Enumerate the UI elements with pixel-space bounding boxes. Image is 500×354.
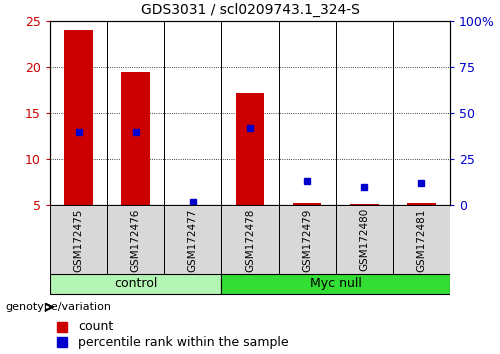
- Text: genotype/variation: genotype/variation: [5, 302, 111, 312]
- Text: GSM172479: GSM172479: [302, 208, 312, 272]
- Bar: [407, 204, 436, 205]
- Bar: [122, 72, 150, 205]
- Text: control: control: [114, 277, 158, 290]
- Title: GDS3031 / scl0209743.1_324-S: GDS3031 / scl0209743.1_324-S: [140, 3, 360, 17]
- Bar: [350, 204, 378, 205]
- Bar: [107, 205, 164, 274]
- Bar: [336, 205, 393, 274]
- Text: GSM172477: GSM172477: [188, 208, 198, 272]
- Bar: [393, 205, 450, 274]
- Bar: [222, 205, 278, 274]
- Bar: [164, 205, 222, 274]
- Text: Myc null: Myc null: [310, 277, 362, 290]
- Text: GSM172480: GSM172480: [360, 208, 370, 272]
- Text: GSM172476: GSM172476: [130, 208, 140, 272]
- Text: GSM172478: GSM172478: [245, 208, 255, 272]
- Bar: [236, 93, 264, 205]
- Bar: [293, 204, 322, 205]
- Bar: [222, 274, 450, 295]
- Text: GSM172475: GSM172475: [74, 208, 84, 272]
- Text: percentile rank within the sample: percentile rank within the sample: [78, 336, 288, 349]
- Bar: [50, 205, 107, 274]
- Text: count: count: [78, 320, 113, 333]
- Bar: [278, 205, 336, 274]
- Text: GSM172481: GSM172481: [416, 208, 426, 272]
- Bar: [50, 274, 222, 295]
- Bar: [64, 30, 93, 205]
